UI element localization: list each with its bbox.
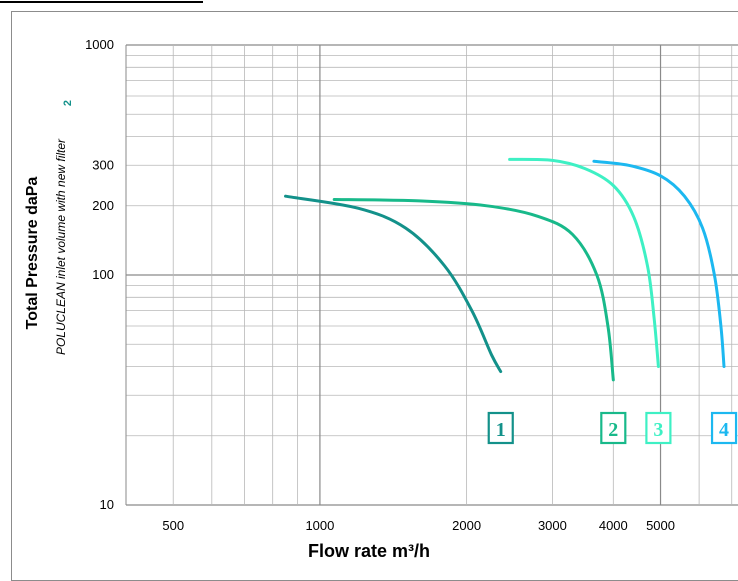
x-tick-label: 500 [162,518,184,533]
series-marker-box [645,411,672,445]
x-tick-label: 3000 [538,518,567,533]
series-marker-box [487,411,514,445]
chart-svg: 10 100 200 300 1000 500 1000 2000 3000 4000 5000 1… [24,37,738,561]
series-marker-2: 2 [600,411,627,445]
series-marker-1: 1 [487,411,514,445]
y-tick-label: 10 [100,497,114,512]
series-markers: 1 2 3 4 [487,411,738,445]
y-tick-label: 300 [92,157,114,172]
series-layer [284,157,726,382]
series-line-4 [592,159,726,368]
top-rule [0,1,203,3]
x-tick-label: 4000 [599,518,628,533]
x-tick-label: 1000 [305,518,334,533]
y-axis-sublabel-footnote: 2 [62,100,74,106]
y-tick-label: 100 [92,267,114,282]
series-marker-box [600,411,627,445]
tick-labels: 10 100 200 300 1000 500 1000 2000 3000 4000 5000 [85,37,675,533]
series-marker-4: 4 [710,411,738,445]
y-axis-sublabel: POLUCLEAN inlet volume with new filter [54,138,68,355]
series-marker-label: 4 [719,419,729,441]
grid [125,44,738,506]
series-marker-3: 3 [645,411,672,445]
y-tick-label: 1000 [85,37,114,52]
series-line-1 [284,194,503,374]
series-marker-label: 2 [608,419,618,441]
series-line-2 [332,198,615,382]
series-line-3 [508,157,660,368]
x-tick-label: 2000 [452,518,481,533]
x-tick-label: 5000 [646,518,675,533]
y-tick-label: 200 [92,198,114,213]
y-axis-label: Total Pressure daPa [24,177,41,330]
series-marker-box [710,411,738,445]
x-axis-label: Flow rate m³/h [308,541,430,561]
series-marker-label: 3 [653,419,663,441]
series-marker-label: 1 [496,419,506,441]
